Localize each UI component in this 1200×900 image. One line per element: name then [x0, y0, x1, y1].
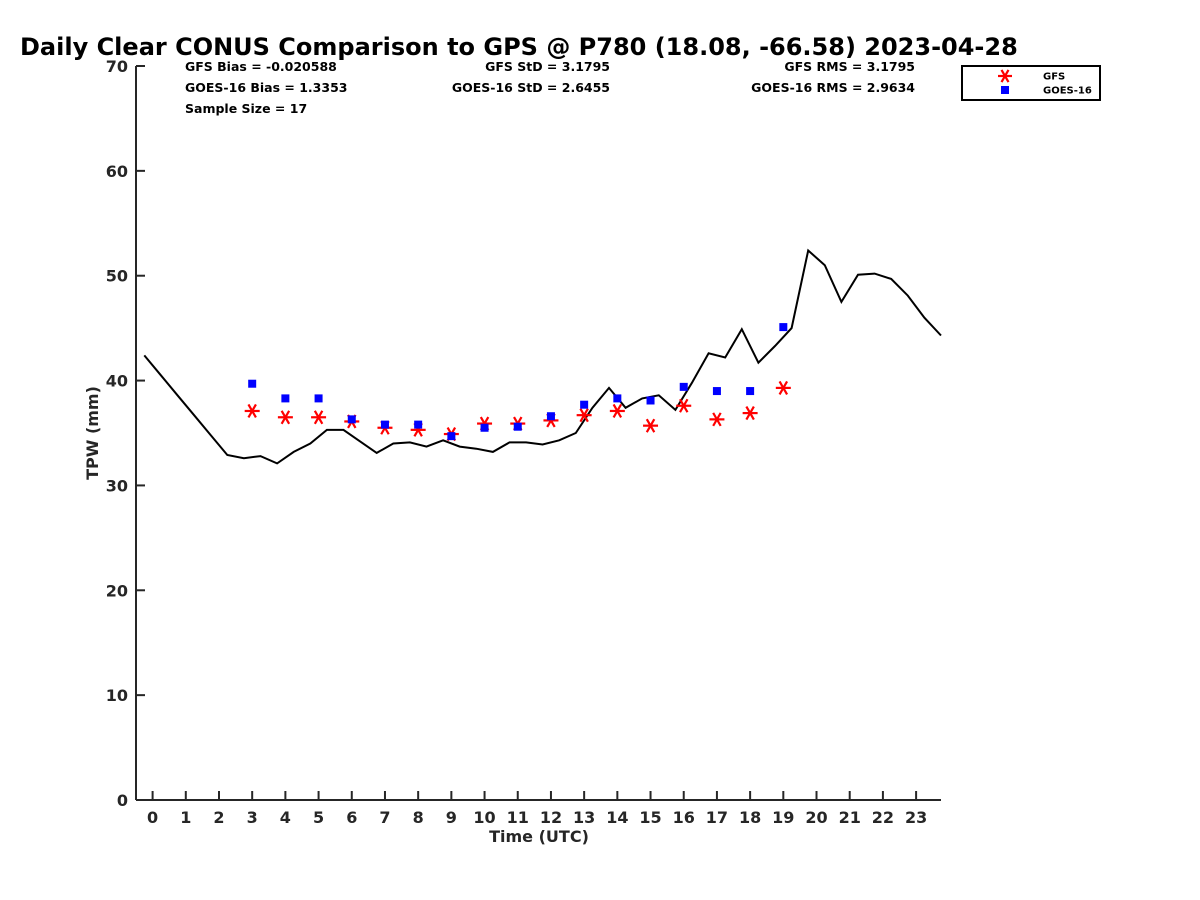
gfs-point — [643, 418, 659, 433]
goes-16-point — [281, 394, 290, 403]
gfs-point — [311, 410, 327, 425]
gps-series-line — [143, 248, 942, 465]
x-tick-label: 8 — [413, 808, 424, 827]
goes-std-text: GOES-16 StD = 2.6455 — [452, 80, 610, 95]
x-tick-label: 16 — [673, 808, 695, 827]
goes-rms-text: GOES-16 RMS = 2.9634 — [751, 80, 915, 95]
x-tick-label: 2 — [213, 808, 224, 827]
goes-16-point — [679, 382, 688, 391]
gfs-point — [709, 412, 725, 427]
y-tick-label: 10 — [106, 686, 128, 705]
goes-16-point — [347, 415, 356, 424]
legend-gfs-marker — [998, 69, 1012, 83]
y-tick-label: 60 — [106, 162, 128, 181]
x-tick-label: 4 — [280, 808, 291, 827]
y-tick-label: 30 — [106, 476, 128, 495]
x-tick-label: 15 — [639, 808, 661, 827]
x-tick-label: 23 — [905, 808, 927, 827]
goes-16-point — [314, 394, 323, 403]
x-tick-label: 6 — [346, 808, 357, 827]
x-tick-label: 22 — [872, 808, 894, 827]
goes-16-point — [746, 387, 755, 396]
legend-goes-16-marker — [1001, 86, 1009, 94]
x-tick-label: 1 — [180, 808, 191, 827]
y-tick-label: 70 — [106, 57, 128, 76]
gfs-point — [609, 403, 625, 419]
gfs-point — [775, 380, 791, 395]
x-tick-label: 18 — [739, 808, 761, 827]
x-tick-label: 13 — [573, 808, 595, 827]
y-tick-label: 20 — [106, 581, 128, 600]
goes-16-point — [779, 323, 788, 332]
y-tick-label: 50 — [106, 267, 128, 286]
goes-16-point — [646, 396, 655, 405]
y-tick-label: 0 — [117, 791, 128, 810]
goes-16-point — [480, 423, 489, 432]
x-tick-label: 20 — [805, 808, 827, 827]
goes-bias-text: GOES-16 Bias = 1.3353 — [185, 80, 347, 95]
goes-16-point — [248, 379, 257, 388]
goes-16-point — [613, 394, 622, 403]
goes-16-point — [546, 412, 555, 421]
gfs-point — [576, 408, 592, 423]
chart-title: Daily Clear CONUS Comparison to GPS @ P7… — [20, 33, 1018, 61]
x-tick-label: 3 — [247, 808, 258, 827]
x-tick-label: 11 — [507, 808, 529, 827]
gfs-bias-text: GFS Bias = -0.020588 — [185, 59, 337, 74]
axes: 0 1 2 3 4 5 6 7 8 9 10 11 12 13 14 15 16 17 18 19 20 21 22 2301… — [106, 57, 941, 827]
sample-size-text: Sample Size = 17 — [185, 101, 307, 116]
goes-16-point — [447, 432, 456, 441]
stats-panel: GFS Bias = -0.020588 GOES-16 Bias = 1.33… — [185, 59, 915, 116]
goes-16-point — [414, 420, 423, 429]
goes-16-point — [580, 400, 589, 409]
goes-16-point — [712, 387, 721, 396]
x-tick-label: 14 — [606, 808, 628, 827]
legend: GFS GOES-16 — [961, 65, 1101, 101]
x-tick-label: 5 — [313, 808, 324, 827]
x-tick-label: 12 — [540, 808, 562, 827]
goes-16-point — [513, 422, 522, 431]
x-axis-label: Time (UTC) — [489, 827, 589, 846]
x-tick-label: 10 — [473, 808, 495, 827]
y-axis-label: TPW (mm) — [83, 386, 102, 480]
goes-16-point — [380, 420, 389, 429]
x-tick-label: 21 — [839, 808, 861, 827]
legend-box — [961, 65, 1101, 101]
gfs-point — [277, 410, 293, 425]
x-tick-label: 19 — [772, 808, 794, 827]
y-tick-label: 40 — [106, 372, 128, 391]
gfs-point — [676, 398, 692, 413]
legend-gfs-label: GFS — [1043, 72, 1065, 83]
gfs-rms-text: GFS RMS = 3.1795 — [784, 59, 915, 74]
x-tick-label: 9 — [446, 808, 457, 827]
x-tick-label: 7 — [379, 808, 390, 827]
x-tick-label: 0 — [147, 808, 158, 827]
gfs-std-text: GFS StD = 3.1795 — [485, 59, 610, 74]
gfs-point — [742, 406, 758, 421]
x-tick-label: 17 — [706, 808, 728, 827]
series-layer — [143, 248, 942, 465]
legend-goes-16-label: GOES-16 — [1043, 86, 1092, 97]
gfs-point — [244, 403, 260, 419]
